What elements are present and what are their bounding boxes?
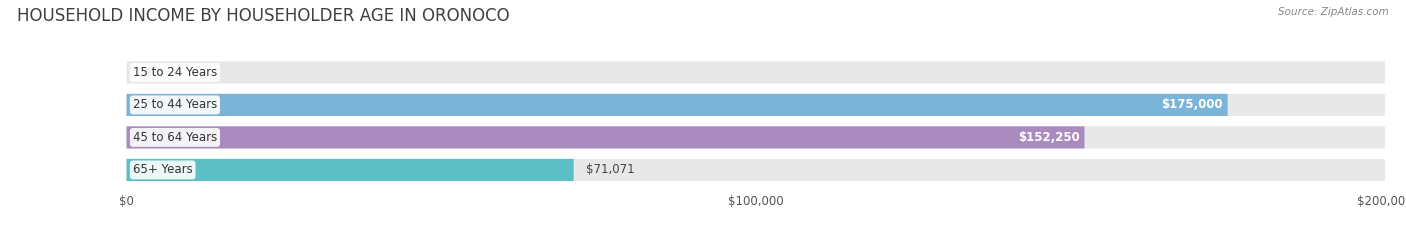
FancyBboxPatch shape [127,61,1385,83]
Text: HOUSEHOLD INCOME BY HOUSEHOLDER AGE IN ORONOCO: HOUSEHOLD INCOME BY HOUSEHOLDER AGE IN O… [17,7,509,25]
Text: 65+ Years: 65+ Years [132,163,193,176]
Text: Source: ZipAtlas.com: Source: ZipAtlas.com [1278,7,1389,17]
Text: $152,250: $152,250 [1018,131,1080,144]
FancyBboxPatch shape [127,94,1385,116]
Text: 15 to 24 Years: 15 to 24 Years [132,66,217,79]
Text: $71,071: $71,071 [586,163,636,176]
FancyBboxPatch shape [127,159,1385,181]
Text: $175,000: $175,000 [1161,98,1223,111]
Text: $0: $0 [145,66,160,79]
FancyBboxPatch shape [127,126,1385,148]
Text: 25 to 44 Years: 25 to 44 Years [132,98,217,111]
Text: 45 to 64 Years: 45 to 64 Years [132,131,217,144]
FancyBboxPatch shape [127,126,1084,148]
FancyBboxPatch shape [127,159,574,181]
FancyBboxPatch shape [127,94,1227,116]
